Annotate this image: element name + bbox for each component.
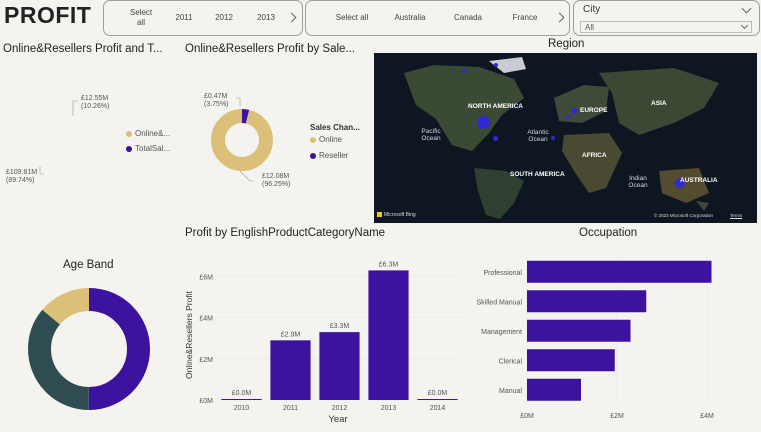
bar-data-label: £3.3M: [330, 323, 350, 330]
occ-bar[interactable]: [527, 349, 615, 372]
occ-category-label: Professional: [483, 270, 522, 277]
occ-x-tick: £2M: [610, 413, 624, 420]
donut1-chart: [39, 100, 78, 175]
bar-x-tick: 2010: [234, 405, 250, 412]
occ-category-label: Skilled Manual: [476, 299, 522, 306]
year-2012[interactable]: 2012: [215, 13, 233, 22]
country-australia[interactable]: Australia: [394, 13, 426, 22]
bar-x-tick: 2014: [430, 405, 446, 412]
year-select-all[interactable]: Select all: [129, 8, 153, 27]
occ-category-label: Manual: [499, 388, 522, 395]
map-label-europe: EUROPE: [580, 107, 608, 114]
country-canada[interactable]: Canada: [453, 13, 483, 22]
donut1-label-online: £12.55M (10.26%): [81, 95, 110, 110]
donut2-label-reseller: £0.47M (3.75%): [204, 93, 229, 108]
donut1-label-total: £109.81M (89.74%): [6, 169, 38, 184]
bar[interactable]: [270, 340, 311, 400]
occ-bar[interactable]: [527, 260, 712, 283]
map-bubble[interactable]: [675, 178, 685, 188]
city-dropdown-value: All: [585, 23, 594, 32]
map-label-asia: ASIA: [651, 100, 667, 107]
map-title: Region: [548, 38, 585, 50]
year-2011[interactable]: 2011: [175, 13, 193, 22]
page-title: PROFIT: [4, 2, 92, 28]
bar-data-label: £0.0M: [428, 390, 448, 397]
donut2-legend-online[interactable]: Online: [310, 135, 342, 144]
age-band-chart: [28, 288, 150, 410]
age-band-slice[interactable]: [28, 288, 150, 410]
bar-data-label: £6.3M: [379, 261, 399, 268]
map-ocean-atlantic: Atlantic Ocean: [527, 129, 549, 143]
profit-bar-chart: £0M £2M £4M £6M £0.0M 2010 £2.9M 2011 £3.3M 2012…: [184, 261, 462, 425]
age-band-slice[interactable]: [28, 288, 150, 410]
map-terms-link[interactable]: Terms: [730, 213, 743, 218]
donut2-chart: [211, 97, 273, 182]
occ-x-tick: £4M: [700, 413, 714, 420]
chevron-right-icon[interactable]: [554, 12, 565, 23]
occ-x-tick: £0M: [520, 413, 534, 420]
bar-data-label: £2.9M: [281, 331, 301, 338]
bar[interactable]: [319, 332, 360, 400]
bar-x-tick: 2012: [332, 405, 348, 412]
bar[interactable]: [368, 270, 409, 400]
year-2013[interactable]: 2013: [257, 13, 275, 22]
donut1-title: Online&Resellers Profit and T...: [3, 43, 163, 55]
occ-bar[interactable]: [527, 378, 581, 401]
bar-y-label: Online&Resellers Profit: [184, 290, 194, 379]
bar-chart-title: Profit by EnglishProductCategoryName: [185, 227, 386, 239]
map-bubble[interactable]: [551, 136, 555, 140]
donut2-legend-title: Sales Chan...: [310, 123, 360, 132]
map-copyright: © 2023 Microsoft Corporation: [654, 213, 713, 218]
chevron-right-icon[interactable]: [286, 12, 297, 23]
map-label-africa: AFRICA: [582, 152, 607, 159]
donut1-legend-online[interactable]: Online&...: [126, 129, 170, 138]
map-ocean-indian: Indian Ocean: [628, 175, 648, 189]
city-dropdown[interactable]: All: [580, 21, 752, 33]
bar[interactable]: [417, 399, 458, 400]
map-bubble[interactable]: [477, 116, 490, 129]
age-band-title: Age Band: [63, 259, 114, 271]
chevron-down-icon[interactable]: [740, 21, 749, 30]
bar-y-tick: £6M: [199, 275, 213, 282]
map-bubble[interactable]: [571, 108, 577, 114]
chevron-down-icon[interactable]: [741, 3, 752, 14]
map-label-north-america: NORTH AMERICA: [468, 103, 524, 110]
occ-bar[interactable]: [527, 319, 631, 342]
map-label-australia: AUSTRALIA: [680, 177, 718, 184]
bar-x-label: Year: [328, 414, 347, 425]
donut2-slice[interactable]: [211, 109, 273, 171]
country-select-all[interactable]: Select all: [335, 13, 369, 22]
bing-logo: Microsoft Bing: [377, 212, 416, 218]
donut2-label-online: £12.08M (96.25%): [262, 173, 291, 188]
map-bubble[interactable]: [493, 136, 498, 141]
city-filter[interactable]: City All: [573, 0, 760, 36]
bar-data-label: £0.0M: [232, 390, 252, 397]
city-filter-label: City: [583, 4, 601, 15]
country-france[interactable]: France: [512, 13, 538, 22]
bar-x-tick: 2013: [381, 405, 397, 412]
map-label-south-america: SOUTH AMERICA: [510, 171, 565, 178]
map-bubble[interactable]: [566, 115, 570, 119]
donut2-legend-reseller[interactable]: Reseller: [310, 151, 348, 160]
bar[interactable]: [221, 399, 262, 400]
donut1-legend-total[interactable]: TotalSal...: [126, 144, 170, 153]
bar-y-tick: £2M: [199, 357, 213, 364]
occ-category-label: Clerical: [499, 358, 523, 365]
country-slicer[interactable]: Select all Australia Canada France: [305, 0, 570, 36]
occupation-title: Occupation: [579, 227, 638, 239]
map-ocean-pacific: Pacific Ocean: [421, 128, 441, 142]
occ-category-label: Management: [481, 329, 522, 336]
map-bubble[interactable]: [494, 63, 498, 67]
year-slicer[interactable]: Select all 2011 2012 2013: [103, 0, 303, 36]
occ-bar[interactable]: [527, 290, 647, 313]
occupation-bar-chart: £0M £2M £4M Professional Skilled Manual Mana…: [476, 257, 714, 420]
donut2-title: Online&Resellers Profit by Sale...: [185, 43, 356, 55]
bar-y-tick: £4M: [199, 316, 213, 323]
bar-x-tick: 2011: [283, 405, 298, 412]
map-bubble[interactable]: [462, 69, 466, 73]
bar-y-tick: £0M: [199, 398, 213, 405]
region-map[interactable]: NORTH AMERICA EUROPE ASIA AFRICA SOUTH A…: [374, 53, 757, 223]
